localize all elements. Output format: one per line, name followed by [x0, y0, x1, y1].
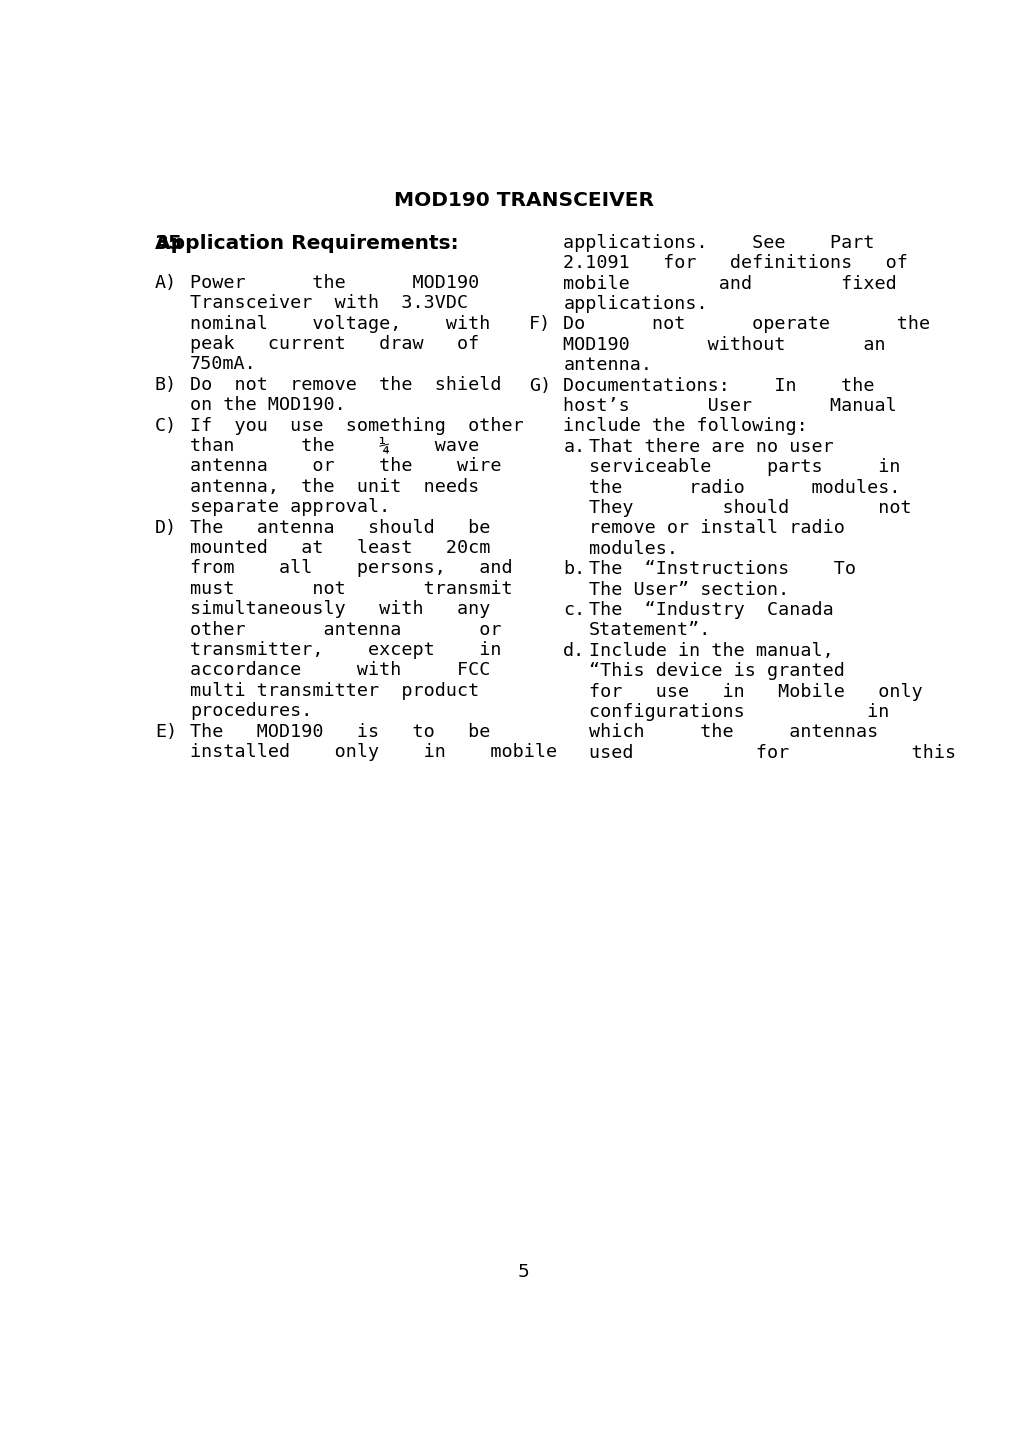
Text: multi transmitter  product: multi transmitter product	[190, 682, 479, 700]
Text: If  you  use  something  other: If you use something other	[190, 417, 523, 434]
Text: serviceable     parts     in: serviceable parts in	[589, 459, 900, 476]
Text: C): C)	[155, 417, 177, 434]
Text: transmitter,    except    in: transmitter, except in	[190, 641, 501, 658]
Text: The  “Industry  Canada: The “Industry Canada	[589, 601, 834, 619]
Text: Do      not      operate      the: Do not operate the	[563, 315, 930, 333]
Text: Application Requirements:: Application Requirements:	[155, 234, 459, 253]
Text: D): D)	[155, 518, 177, 537]
Text: The  “Instructions    To: The “Instructions To	[589, 560, 855, 579]
Text: F): F)	[529, 315, 552, 333]
Text: separate approval.: separate approval.	[190, 498, 390, 517]
Text: Include in the manual,: Include in the manual,	[589, 642, 834, 660]
Text: host’s       User       Manual: host’s User Manual	[563, 396, 897, 415]
Text: mobile        and        fixed: mobile and fixed	[563, 275, 897, 292]
Text: include the following:: include the following:	[563, 417, 808, 436]
Text: installed    only    in    mobile: installed only in mobile	[190, 744, 557, 761]
Text: configurations           in: configurations in	[589, 703, 889, 721]
Text: antenna,  the  unit  needs: antenna, the unit needs	[190, 478, 479, 496]
Text: must       not       transmit: must not transmit	[190, 580, 512, 598]
Text: Documentations:    In    the: Documentations: In the	[563, 376, 875, 395]
Text: The   MOD190   is   to   be: The MOD190 is to be	[190, 722, 491, 741]
Text: 750mA.: 750mA.	[190, 356, 257, 373]
Text: 2.1091   for   definitions   of: 2.1091 for definitions of	[563, 255, 909, 272]
Text: antenna.: antenna.	[563, 356, 652, 375]
Text: G): G)	[529, 376, 552, 395]
Text: for   use   in   Mobile   only: for use in Mobile only	[589, 683, 923, 700]
Text: The User” section.: The User” section.	[589, 580, 789, 599]
Text: mounted   at   least   20cm: mounted at least 20cm	[190, 538, 491, 557]
Text: nominal    voltage,    with: nominal voltage, with	[190, 314, 491, 333]
Text: accordance     with     FCC: accordance with FCC	[190, 661, 491, 680]
Text: than      the    ¼    wave: than the ¼ wave	[190, 437, 479, 454]
Text: peak   current   draw   of: peak current draw of	[190, 334, 479, 353]
Text: remove or install radio: remove or install radio	[589, 519, 845, 537]
Text: modules.: modules.	[589, 540, 678, 557]
Text: on the MOD190.: on the MOD190.	[190, 396, 345, 414]
Text: A): A)	[155, 273, 177, 292]
Text: applications.: applications.	[563, 295, 708, 313]
Text: Transceiver  with  3.3VDC: Transceiver with 3.3VDC	[190, 294, 468, 313]
Text: the      radio      modules.: the radio modules.	[589, 479, 900, 496]
Text: procedures.: procedures.	[190, 702, 312, 721]
Text: applications.    See    Part: applications. See Part	[563, 234, 875, 252]
Text: which     the     antennas: which the antennas	[589, 724, 878, 741]
Text: MOD190       without       an: MOD190 without an	[563, 336, 886, 353]
Text: b.: b.	[563, 560, 586, 579]
Text: a.: a.	[563, 438, 586, 456]
Text: “This device is granted: “This device is granted	[589, 663, 845, 680]
Text: B): B)	[155, 376, 177, 394]
Text: Statement”.: Statement”.	[589, 621, 711, 640]
Text: other       antenna       or: other antenna or	[190, 621, 501, 638]
Text: That there are no user: That there are no user	[589, 438, 834, 456]
Text: d.: d.	[563, 642, 586, 660]
Text: 5: 5	[518, 1263, 529, 1281]
Text: c.: c.	[563, 601, 586, 619]
Text: used           for           this: used for this	[589, 744, 956, 761]
Text: Power      the      MOD190: Power the MOD190	[190, 273, 479, 292]
Text: simultaneously   with   any: simultaneously with any	[190, 601, 491, 618]
Text: They        should        not: They should not	[589, 499, 912, 517]
Text: E): E)	[155, 722, 177, 741]
Text: MOD190 TRANSCEIVER: MOD190 TRANSCEIVER	[393, 191, 654, 210]
Text: The   antenna   should   be: The antenna should be	[190, 518, 491, 537]
Text: Do  not  remove  the  shield: Do not remove the shield	[190, 376, 501, 394]
Text: from    all    persons,   and: from all persons, and	[190, 560, 512, 577]
Text: 35: 35	[155, 234, 183, 253]
Text: antenna    or    the    wire: antenna or the wire	[190, 457, 501, 476]
